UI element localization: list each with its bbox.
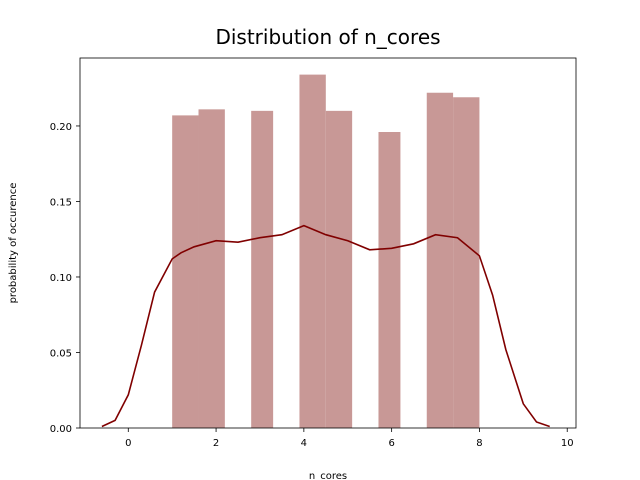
y-tick-label: 0.10 bbox=[50, 273, 72, 284]
x-tick-label: 2 bbox=[213, 438, 219, 449]
chart-title: Distribution of n_cores bbox=[215, 25, 440, 49]
y-tick-label: 0.20 bbox=[50, 122, 72, 133]
histogram-bar-1 bbox=[198, 109, 225, 429]
bars-group bbox=[172, 74, 480, 429]
y-tick-label: 0.05 bbox=[50, 348, 72, 359]
y-axis: 0.00 0.05 0.10 0.15 0.20 bbox=[50, 122, 80, 435]
x-tick-label: 6 bbox=[388, 438, 394, 449]
histogram-bar-0 bbox=[172, 115, 199, 428]
x-axis-label: n_cores bbox=[309, 471, 347, 480]
axes-frame bbox=[79, 57, 577, 429]
kde-line bbox=[101, 224, 550, 428]
x-tick-label: 0 bbox=[125, 438, 131, 449]
x-tick-label: 8 bbox=[476, 438, 482, 449]
y-axis-label: probability of occurence bbox=[8, 183, 19, 304]
histogram-bar-7 bbox=[453, 97, 480, 428]
histogram-bar-2 bbox=[251, 110, 274, 428]
x-tick-label: 10 bbox=[561, 438, 574, 449]
histogram-bar-4 bbox=[325, 110, 353, 428]
y-tick-label: 0.00 bbox=[50, 424, 72, 435]
histogram-bar-3 bbox=[299, 74, 326, 428]
y-tick-label: 0.15 bbox=[50, 197, 72, 208]
histogram-bar-6 bbox=[426, 92, 454, 429]
x-axis: 0 2 4 6 8 10 bbox=[125, 428, 574, 449]
x-tick-label: 4 bbox=[301, 438, 307, 449]
histogram-bar-5 bbox=[378, 132, 401, 428]
